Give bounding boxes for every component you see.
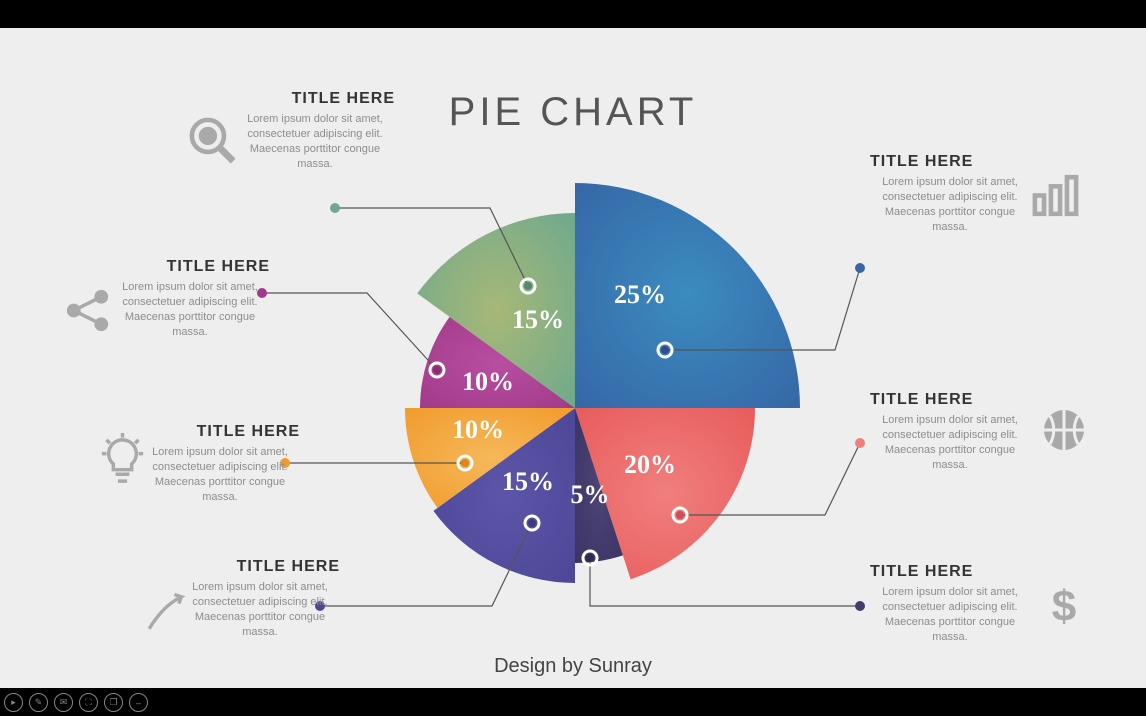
callout-title: TITLE HERE: [140, 423, 300, 441]
callout-c5: TITLE HERE Lorem ipsum dolor sit amet, co…: [870, 153, 1030, 234]
leader-start-dot-fill: [676, 511, 684, 519]
callout-title: TITLE HERE: [870, 153, 1030, 171]
lightbulb-icon: [95, 433, 150, 493]
slice-label-20: 20%: [624, 450, 676, 479]
callout-title: TITLE HERE: [110, 258, 270, 276]
toolbar-minimize-button[interactable]: –: [129, 693, 148, 712]
leader-start-dot-fill: [528, 519, 536, 527]
leader-end-dot: [855, 438, 865, 448]
slice-label-5: 5%: [571, 480, 610, 509]
toolbar-menu-button[interactable]: ▸: [4, 693, 23, 712]
slice-label-25: 25%: [614, 280, 666, 309]
slice-label-10: 10%: [452, 415, 504, 444]
dollar-icon: $: [1040, 583, 1088, 636]
pie-slice-25: [575, 183, 800, 408]
toolbar-screen-button[interactable]: ⛶: [79, 693, 98, 712]
callout-c4: TITLE HERE Lorem ipsum dolor sit amet, co…: [180, 558, 340, 639]
leader-end-dot: [855, 263, 865, 273]
toolbar-layers-button[interactable]: ❐: [104, 693, 123, 712]
callout-c2: TITLE HERE Lorem ipsum dolor sit amet, co…: [110, 258, 270, 339]
slide-canvas: PIE CHART Design by Sunray 25%20%5%15%10…: [0, 28, 1146, 688]
leader-start-dot-fill: [586, 554, 594, 562]
slice-label-15: 15%: [512, 305, 564, 334]
arrow-up-icon: [140, 583, 195, 643]
leader-start-dot-fill: [433, 366, 441, 374]
bar-chart-icon: [1028, 168, 1083, 228]
leader-end-dot: [330, 203, 340, 213]
callout-title: TITLE HERE: [235, 90, 395, 108]
callout-title: TITLE HERE: [180, 558, 340, 576]
leader-start-dot-fill: [461, 459, 469, 467]
callout-desc: Lorem ipsum dolor sit amet, consectetuer…: [180, 580, 340, 639]
callout-c1: TITLE HERE Lorem ipsum dolor sit amet, co…: [235, 90, 395, 171]
callout-c6: TITLE HERE Lorem ipsum dolor sit amet, co…: [870, 391, 1030, 472]
callout-c7: TITLE HERE Lorem ipsum dolor sit amet, co…: [870, 563, 1030, 644]
svg-text:$: $: [1052, 583, 1076, 631]
eye-magnifier-icon: [185, 113, 240, 173]
leader-start-dot-fill: [524, 282, 532, 290]
basketball-icon: [1040, 406, 1088, 459]
callout-desc: Lorem ipsum dolor sit amet, consectetuer…: [140, 445, 300, 504]
slice-label-10: 10%: [462, 367, 514, 396]
callout-desc: Lorem ipsum dolor sit amet, consectetuer…: [870, 175, 1030, 234]
callout-title: TITLE HERE: [870, 563, 1030, 581]
slice-label-15: 15%: [502, 467, 554, 496]
presenter-toolbar: ▸ ✎ ✉ ⛶ ❐ –: [4, 693, 148, 712]
callout-desc: Lorem ipsum dolor sit amet, consectetuer…: [235, 112, 395, 171]
callout-desc: Lorem ipsum dolor sit amet, consectetuer…: [110, 280, 270, 339]
toolbar-comment-button[interactable]: ✉: [54, 693, 73, 712]
leader-end-dot: [855, 601, 865, 611]
leader-start-dot-fill: [661, 346, 669, 354]
share-icon: [60, 283, 115, 343]
callout-desc: Lorem ipsum dolor sit amet, consectetuer…: [870, 413, 1030, 472]
callout-title: TITLE HERE: [870, 391, 1030, 409]
leader-line: [262, 293, 437, 370]
toolbar-pen-button[interactable]: ✎: [29, 693, 48, 712]
callout-c3: TITLE HERE Lorem ipsum dolor sit amet, co…: [140, 423, 300, 504]
callout-desc: Lorem ipsum dolor sit amet, consectetuer…: [870, 585, 1030, 644]
